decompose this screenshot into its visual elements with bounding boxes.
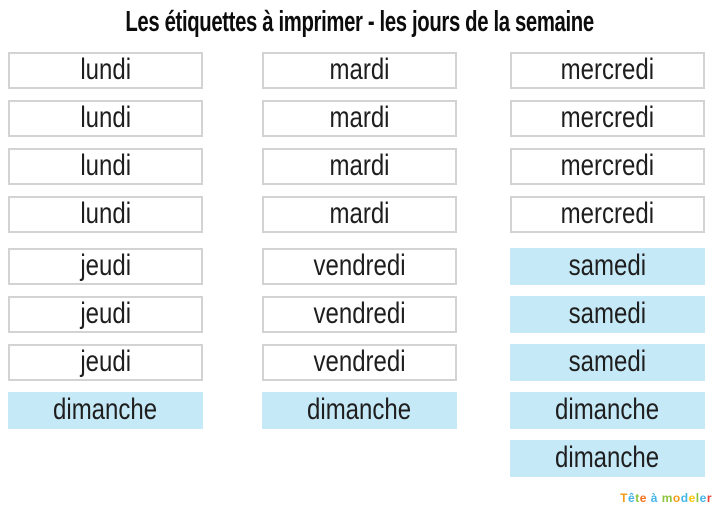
day-label-mardi: mardi (262, 196, 457, 233)
logo-letter: e (688, 491, 696, 505)
day-label-text: lundi (80, 196, 131, 230)
logo-letter: ê (628, 491, 636, 505)
page-title-text: Les étiquettes à imprimer - les jours de… (125, 6, 595, 38)
day-label-lundi: lundi (8, 196, 203, 233)
labels-column-3: mercredi mercredi mercredi mercredi samedi sa… (510, 52, 705, 477)
day-label-dimanche: dimanche (8, 392, 203, 429)
day-label-samedi: samedi (510, 296, 705, 333)
day-label-vendredi: vendredi (262, 248, 457, 285)
day-label-mercredi: mercredi (510, 196, 705, 233)
day-label-text: vendredi (313, 296, 406, 330)
labels-column-2: mardi mardi mardi mardi vendredi vendredi vend… (262, 52, 457, 429)
logo-letter: t (635, 491, 640, 505)
day-label-text: lundi (80, 100, 131, 134)
day-label-text: samedi (568, 248, 647, 282)
day-label-jeudi: jeudi (8, 296, 203, 333)
day-label-text: dimanche (555, 440, 660, 474)
day-label-text: mercredi (560, 148, 655, 182)
day-label-text: lundi (80, 52, 131, 86)
tete-a-modeler-logo: Tête à modeler (620, 492, 712, 504)
day-label-lundi: lundi (8, 148, 203, 185)
day-label-text: dimanche (307, 392, 412, 426)
day-label-text: vendredi (313, 344, 406, 378)
day-label-text: mercredi (560, 100, 655, 134)
day-label-text: mercredi (560, 196, 655, 230)
day-label-text: lundi (80, 148, 131, 182)
day-label-dimanche: dimanche (510, 440, 705, 477)
logo-letter: o (672, 491, 681, 505)
day-label-text: vendredi (313, 248, 406, 282)
logo-letter: l (695, 491, 700, 505)
day-label-text: jeudi (80, 248, 131, 282)
day-label-mardi: mardi (262, 148, 457, 185)
day-label-text: samedi (568, 296, 647, 330)
logo-letter: m (661, 491, 673, 505)
day-label-vendredi: vendredi (262, 344, 457, 381)
logo-letter: e (639, 491, 647, 505)
logo-letter: d (680, 491, 689, 505)
logo-letter: e (699, 491, 707, 505)
labels-column-1: lundi lundi lundi lundi jeudi jeudi jeudi diman… (8, 52, 203, 429)
day-label-text: mardi (329, 148, 390, 182)
day-label-text: samedi (568, 344, 647, 378)
day-label-mercredi: mercredi (510, 148, 705, 185)
day-label-vendredi: vendredi (262, 296, 457, 333)
page-title: Les étiquettes à imprimer - les jours de… (0, 5, 720, 37)
day-label-lundi: lundi (8, 100, 203, 137)
day-label-mardi: mardi (262, 52, 457, 89)
day-label-text: jeudi (80, 344, 131, 378)
logo-letter: r (706, 491, 712, 505)
day-label-jeudi: jeudi (8, 344, 203, 381)
logo-letter: à (650, 491, 658, 505)
day-label-text: dimanche (555, 392, 660, 426)
day-label-text: mardi (329, 196, 390, 230)
day-label-text: dimanche (53, 392, 158, 426)
day-label-lundi: lundi (8, 52, 203, 89)
day-label-mercredi: mercredi (510, 100, 705, 137)
day-label-dimanche: dimanche (510, 392, 705, 429)
day-label-jeudi: jeudi (8, 248, 203, 285)
day-label-mercredi: mercredi (510, 52, 705, 89)
day-label-text: mardi (329, 52, 390, 86)
labels-grid: lundi lundi lundi lundi jeudi jeudi jeudi diman… (0, 52, 720, 492)
day-label-mardi: mardi (262, 100, 457, 137)
day-label-samedi: samedi (510, 248, 705, 285)
day-label-text: mardi (329, 100, 390, 134)
day-label-text: mercredi (560, 52, 655, 86)
day-label-text: jeudi (80, 296, 131, 330)
day-label-samedi: samedi (510, 344, 705, 381)
logo-letter: T (620, 491, 628, 505)
day-label-dimanche: dimanche (262, 392, 457, 429)
